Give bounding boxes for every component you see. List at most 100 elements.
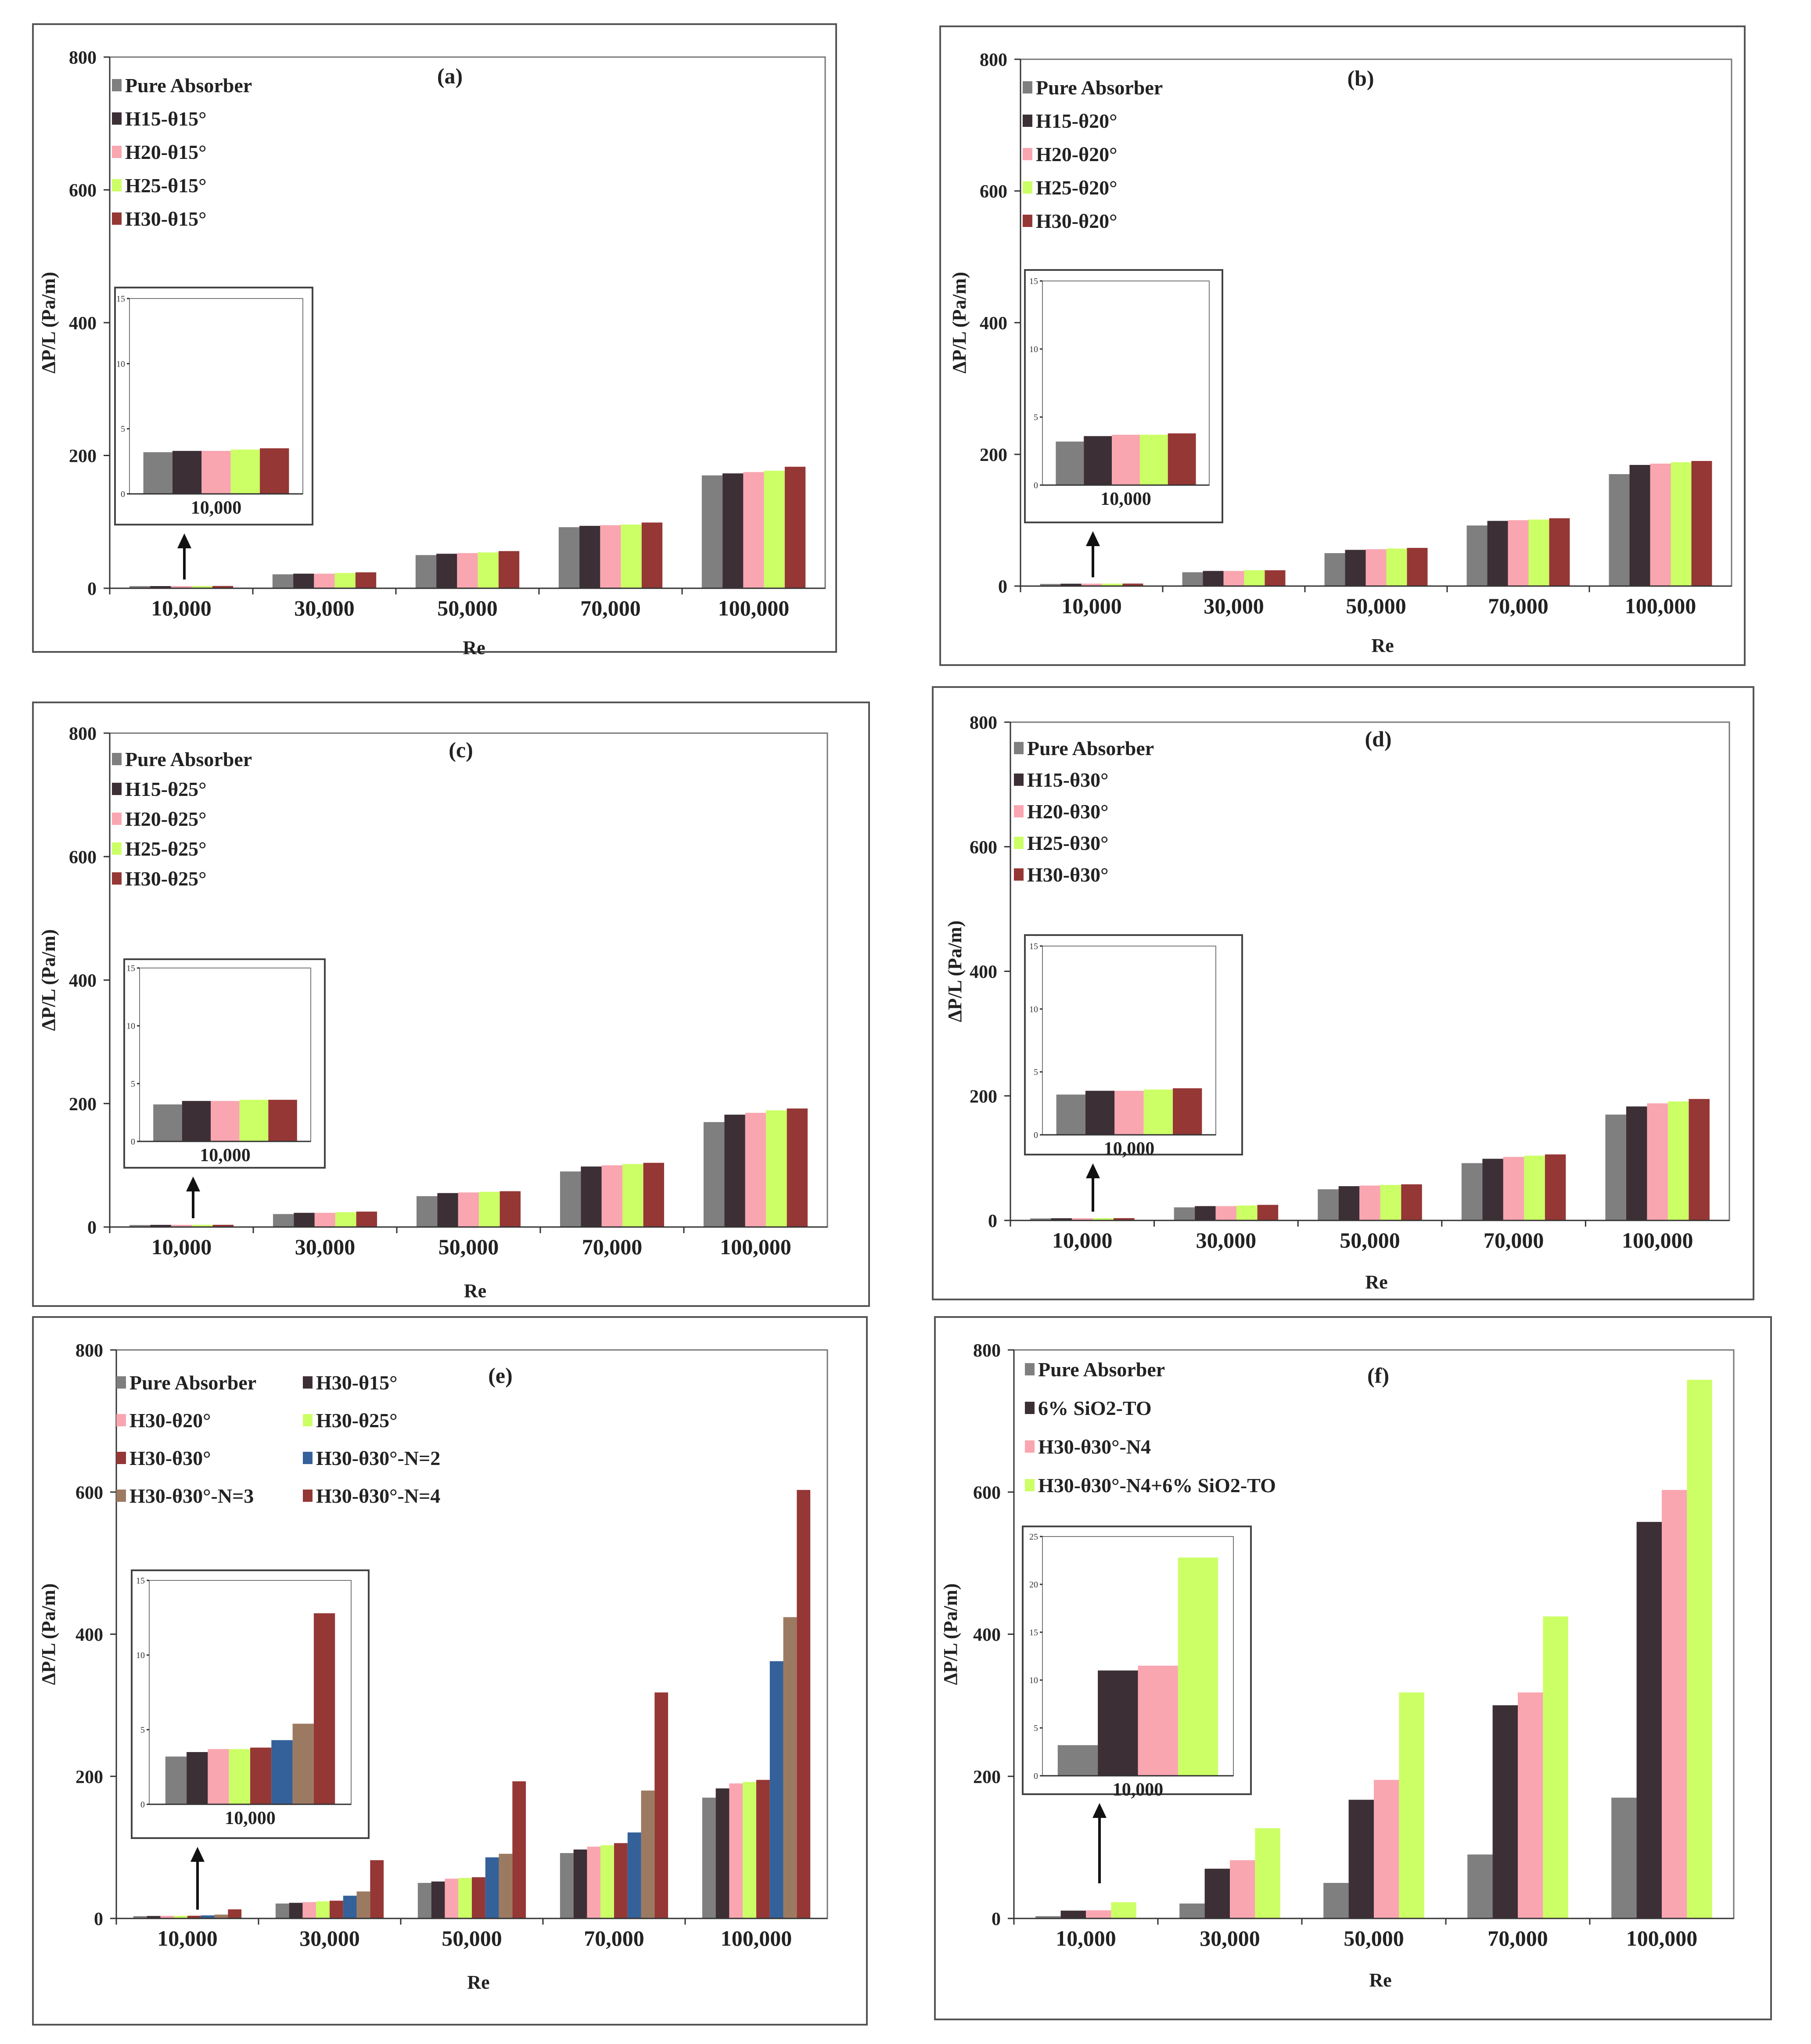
bar xyxy=(417,1883,431,1918)
y-tick-label: 600 xyxy=(69,181,97,201)
bar xyxy=(1605,1114,1626,1220)
bar xyxy=(1265,570,1286,586)
y-tick-label: 600 xyxy=(973,1483,1001,1503)
bar xyxy=(1609,474,1630,586)
inset-bar xyxy=(1138,1666,1178,1776)
legend-swatch xyxy=(112,842,122,855)
x-tick-label: 50,000 xyxy=(1340,1228,1400,1252)
y-tick-label: 400 xyxy=(973,1625,1001,1645)
inset-y-tick-label: 0 xyxy=(121,489,125,499)
bar xyxy=(703,1122,725,1227)
y-tick-label: 800 xyxy=(970,713,997,733)
inset-bar xyxy=(1085,1090,1115,1135)
bar xyxy=(294,1213,315,1227)
bar xyxy=(1374,1780,1399,1918)
bar xyxy=(1359,1185,1380,1220)
bar xyxy=(600,1845,614,1918)
x-tick-label: 100,000 xyxy=(1622,1228,1693,1252)
bar xyxy=(1687,1379,1712,1918)
bar xyxy=(1051,1218,1072,1220)
inset-x-label: 10,000 xyxy=(1113,1780,1164,1800)
x-tick-label: 30,000 xyxy=(295,1234,356,1259)
bar xyxy=(724,1115,745,1227)
bar xyxy=(1111,1902,1136,1918)
legend-swatch xyxy=(303,1376,313,1389)
bar xyxy=(289,1903,303,1918)
inset-y-tick-label: 15 xyxy=(1029,942,1038,951)
bar xyxy=(729,1783,743,1918)
inset-x-label: 10,000 xyxy=(225,1808,276,1828)
legend-label: H15-θ30° xyxy=(1027,769,1109,791)
y-tick-label: 200 xyxy=(973,1767,1001,1787)
legend-swatch xyxy=(1025,1402,1035,1414)
bar xyxy=(1223,571,1244,586)
panel-title: (e) xyxy=(488,1363,513,1388)
y-tick-label: 400 xyxy=(69,971,97,991)
y-tick-label: 400 xyxy=(980,313,1007,334)
legend-swatch xyxy=(1023,181,1032,194)
inset-y-tick-label: 10 xyxy=(1029,1676,1038,1685)
inset-bar xyxy=(182,1101,211,1141)
legend-swatch xyxy=(1023,115,1032,127)
y-tick-label: 800 xyxy=(980,50,1007,70)
zoom-arrow-head xyxy=(186,1177,200,1191)
inset-bar xyxy=(1057,1745,1098,1776)
legend-swatch xyxy=(1025,1440,1035,1453)
x-tick-label: 70,000 xyxy=(582,1234,643,1259)
bar xyxy=(273,1214,294,1227)
bar xyxy=(641,1790,655,1918)
bar xyxy=(621,524,642,588)
y-tick-label: 400 xyxy=(75,1625,103,1645)
inset-y-tick-label: 5 xyxy=(1034,1724,1038,1733)
inset-y-tick-label: 0 xyxy=(1034,481,1038,490)
bar xyxy=(1503,1157,1524,1220)
legend-swatch xyxy=(112,179,122,191)
bar xyxy=(756,1780,770,1918)
bar xyxy=(1195,1206,1216,1220)
y-tick-label: 800 xyxy=(69,724,97,744)
inset-y-tick-label: 15 xyxy=(126,964,135,973)
bar xyxy=(1492,1705,1518,1918)
inset-bar xyxy=(208,1749,229,1804)
legend-label: H30-θ20° xyxy=(129,1409,211,1432)
bar xyxy=(1230,1860,1255,1918)
bar xyxy=(743,472,764,588)
legend-swatch xyxy=(112,79,122,91)
zoom-arrow-head xyxy=(1086,1163,1100,1178)
bar xyxy=(1647,1103,1668,1220)
y-tick-label: 600 xyxy=(69,847,97,867)
inset-bar xyxy=(1112,435,1140,485)
bar xyxy=(436,554,457,588)
inset-y-tick-label: 5 xyxy=(1034,1068,1038,1077)
legend-swatch xyxy=(1023,148,1032,160)
inset-bar xyxy=(1178,1557,1218,1776)
bar xyxy=(1380,1185,1401,1220)
bar xyxy=(431,1881,445,1918)
legend-label: H30-θ30° xyxy=(129,1447,211,1469)
legend-swatch xyxy=(1014,742,1024,754)
bar xyxy=(1518,1692,1543,1918)
y-tick-label: 800 xyxy=(69,48,97,68)
bar xyxy=(1040,584,1061,586)
legend-label: H25-θ25° xyxy=(125,838,207,860)
bar xyxy=(643,1162,665,1227)
bar xyxy=(1650,464,1671,586)
inset-y-tick-label: 5 xyxy=(1034,413,1038,422)
legend-label: Pure Absorber xyxy=(129,1371,256,1394)
inset-bar xyxy=(1056,441,1084,485)
bar xyxy=(356,1211,377,1227)
bar xyxy=(1081,583,1102,586)
bar xyxy=(1629,465,1650,586)
y-tick-label: 400 xyxy=(970,962,997,982)
bar xyxy=(743,1782,756,1918)
bar xyxy=(560,1171,581,1227)
x-tick-label: 70,000 xyxy=(584,1926,644,1950)
bar xyxy=(702,1797,716,1918)
inset-bar xyxy=(271,1740,293,1804)
legend-label: H30-θ15° xyxy=(125,208,207,230)
legend-label: H30-θ25° xyxy=(316,1409,398,1432)
legend-label: H20-θ25° xyxy=(125,808,207,830)
bar xyxy=(1092,1218,1114,1220)
bar xyxy=(335,1212,356,1227)
